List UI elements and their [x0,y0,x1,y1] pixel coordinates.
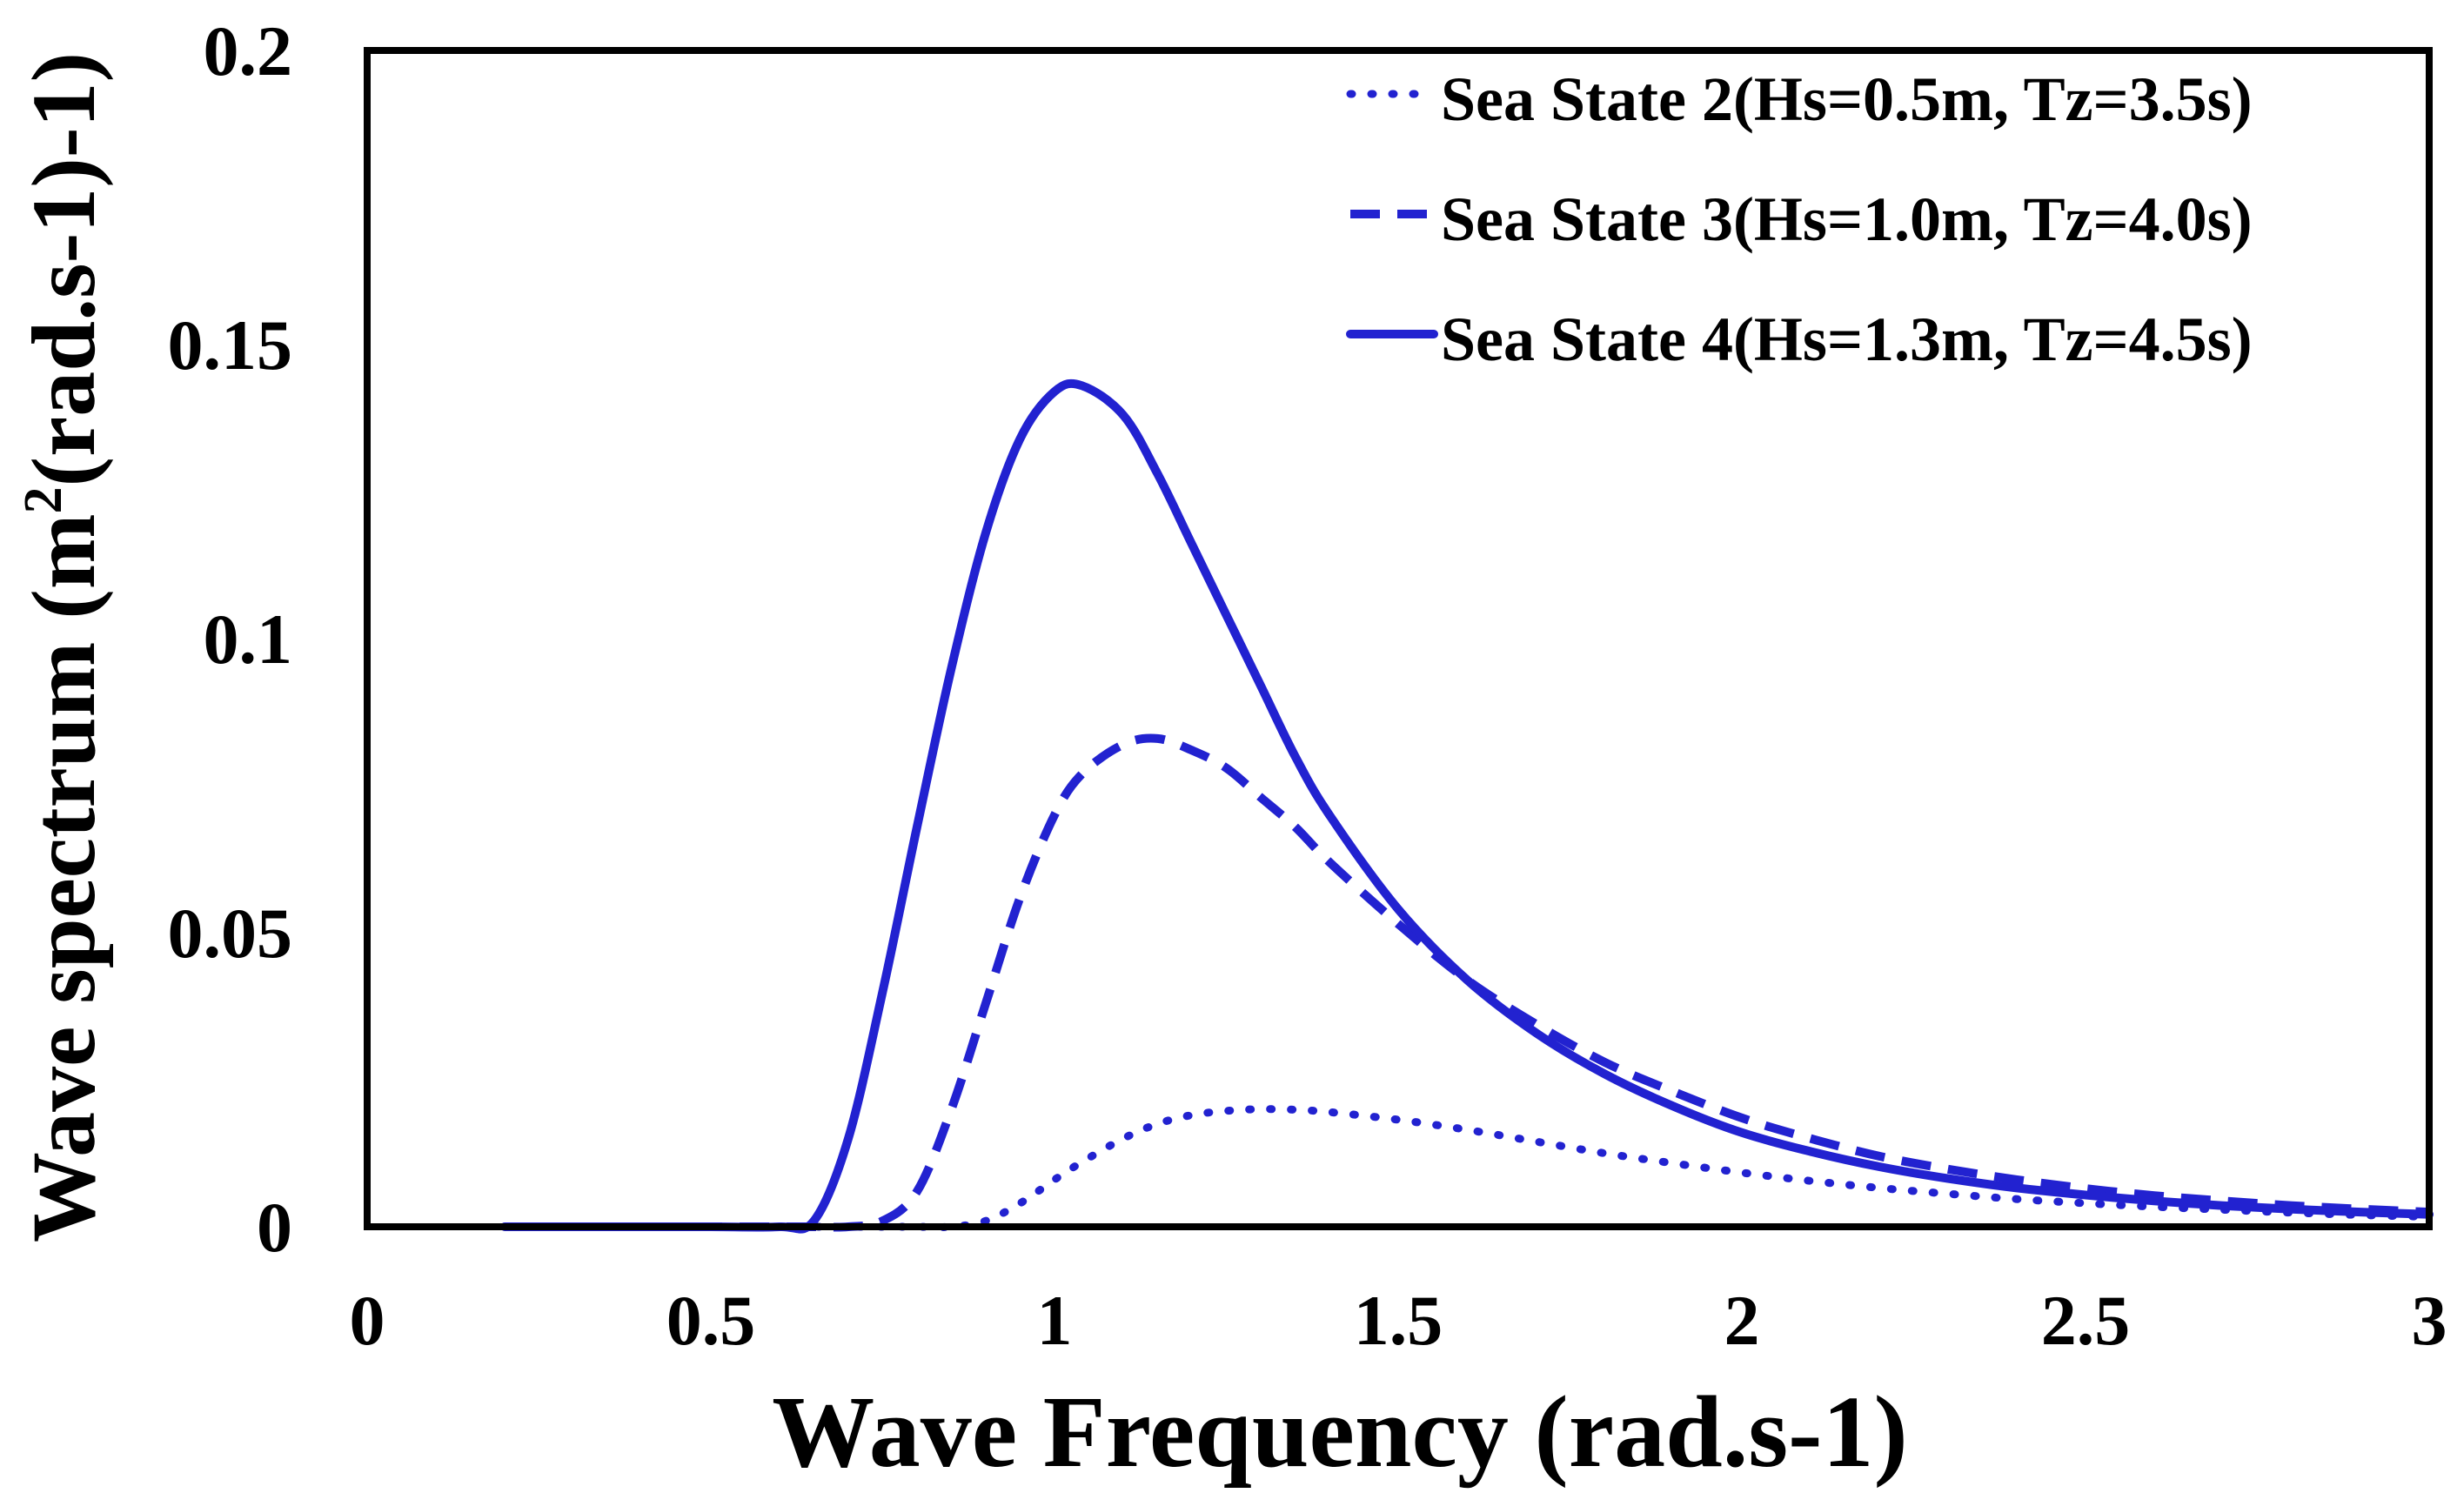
y-tick-label: 0.15 [168,305,293,385]
legend-label-3: Sea State 4(Hs=1.3m, Tz=4.5s) [1441,305,2253,374]
x-tick-label: 0.5 [666,1281,756,1360]
x-tick-label: 1 [1037,1281,1073,1360]
legend: Sea State 2(Hs=0.5m, Tz=3.5s) Sea State 3… [1346,64,2253,374]
legend-label-1: Sea State 2(Hs=0.5m, Tz=3.5s) [1441,64,2253,134]
y-tick-label: 0 [257,1188,292,1267]
x-tick-label: 0 [350,1281,385,1360]
y-axis-title-main: Wave spectrum (m [14,514,114,1243]
y-tick-label: 0.1 [204,599,293,679]
x-tick-label: 2 [1724,1281,1760,1360]
series-line-sea-state-4 [500,378,2434,1234]
x-tick-label: 1.5 [1354,1281,1443,1360]
y-axis-title-end: (rad.s-1)-1) [14,52,114,487]
x-tick-label: 2.5 [2041,1281,2131,1360]
x-tick-label: 3 [2412,1281,2447,1360]
plot-area-frame [364,47,2433,1230]
y-axis-title-superscript: 2 [14,487,73,514]
legend-label-2: Sea State 3(Hs=1.0m, Tz=4.0s) [1441,184,2253,254]
y-axis-title: Wave spectrum (m2(rad.s-1)-1) [14,52,114,1242]
x-axis-tick-labels: 0 0.5 1 1.5 2 2.5 3 [350,1281,2447,1360]
y-tick-label: 0.05 [168,894,293,973]
y-axis-tick-labels: 0 0.05 0.1 0.15 0.2 [168,11,293,1267]
x-axis-title: Wave Frequency (rad.s-1) [772,1375,1908,1489]
y-tick-label: 0.2 [204,11,293,90]
